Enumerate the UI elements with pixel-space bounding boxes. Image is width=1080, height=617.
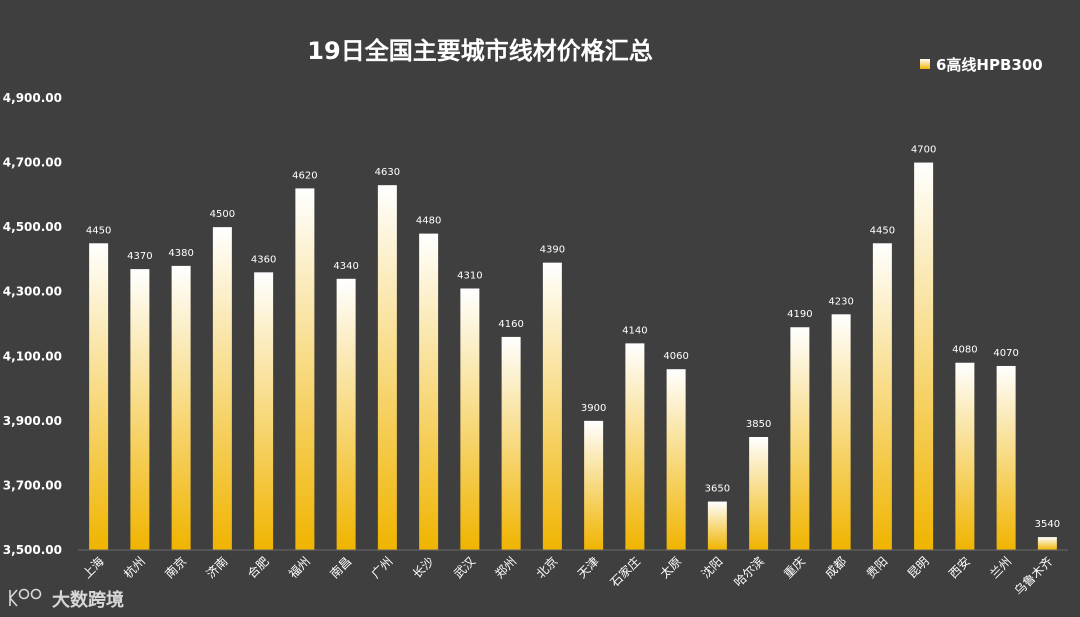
y-tick-label: 4,100.00 xyxy=(3,349,62,363)
data-label: 4480 xyxy=(416,216,441,227)
data-label: 4230 xyxy=(828,296,853,307)
data-label: 4390 xyxy=(540,245,565,256)
x-tick-label: 昆明 xyxy=(905,554,932,581)
data-label: 4500 xyxy=(210,209,235,220)
bar xyxy=(501,336,521,550)
data-label: 3900 xyxy=(581,403,606,414)
data-label: 4310 xyxy=(457,270,482,281)
bar xyxy=(914,162,934,551)
bar xyxy=(130,269,150,550)
x-tick-label: 广州 xyxy=(369,554,396,581)
legend-swatch xyxy=(920,59,930,69)
bar xyxy=(996,365,1016,550)
data-label: 3540 xyxy=(1035,519,1060,530)
bar xyxy=(419,233,439,550)
data-label: 4070 xyxy=(993,348,1018,359)
bar xyxy=(1037,537,1057,550)
data-label: 4450 xyxy=(86,225,111,236)
bars xyxy=(89,162,1057,551)
x-tick-label: 沈阳 xyxy=(698,554,726,582)
x-tick-label: 石家庄 xyxy=(607,554,643,590)
bar xyxy=(212,227,232,550)
x-tick-label: 北京 xyxy=(534,554,561,581)
data-label: 4080 xyxy=(952,345,977,356)
x-tick-label: 南昌 xyxy=(327,554,355,582)
bar xyxy=(171,265,191,550)
bar xyxy=(377,185,397,550)
data-label: 4620 xyxy=(292,170,317,181)
data-label: 4380 xyxy=(168,248,193,259)
data-label: 4630 xyxy=(375,167,400,178)
x-tick-label: 福州 xyxy=(285,554,313,582)
bar xyxy=(955,362,975,550)
y-tick-label: 3,900.00 xyxy=(3,414,62,428)
bar xyxy=(707,501,727,550)
bar xyxy=(542,262,562,550)
x-tick-label: 西安 xyxy=(945,554,973,582)
bar xyxy=(336,278,356,550)
bar xyxy=(460,288,480,550)
data-labels: 4450 4370 4380 4500 4360 4620 4340 4630 4480 4310… xyxy=(86,145,1060,531)
x-tick-label: 南京 xyxy=(162,554,190,582)
watermark-logo-icon xyxy=(9,588,42,607)
x-tick-label: 长沙 xyxy=(410,554,437,581)
bar xyxy=(666,369,686,550)
data-label: 3650 xyxy=(705,484,730,495)
y-tick-label: 3,500.00 xyxy=(3,543,62,557)
data-label: 3850 xyxy=(746,419,771,430)
x-tick-label: 郑州 xyxy=(492,554,520,582)
x-tick-label: 哈尔滨 xyxy=(731,554,767,590)
data-label: 4160 xyxy=(498,319,523,330)
data-label: 4340 xyxy=(333,261,358,272)
y-tick-label: 3,700.00 xyxy=(3,478,62,492)
x-tick-label: 合肥 xyxy=(244,554,272,582)
legend: 6高线HPB300 xyxy=(920,56,1043,74)
x-tick-label: 杭州 xyxy=(120,554,148,582)
y-tick-label: 4,300.00 xyxy=(3,285,62,299)
x-axis: 上海 杭州 南京 济南 合肥 福州 南昌 广州 长沙 武汉 郑州 北京 天津 石家庄 太原 沈阳 哈尔滨 重庆 成都… xyxy=(79,554,1055,599)
x-tick-label: 天津 xyxy=(575,554,602,581)
y-tick-label: 4,700.00 xyxy=(3,156,62,170)
bar xyxy=(790,327,810,550)
watermark: 大数跨境 xyxy=(9,588,124,611)
data-label: 4700 xyxy=(911,145,936,156)
x-tick-label: 武汉 xyxy=(451,554,478,581)
x-tick-label: 成都 xyxy=(822,554,849,581)
x-tick-label: 上海 xyxy=(79,554,107,582)
bar xyxy=(831,314,851,550)
x-tick-label: 贵阳 xyxy=(864,554,891,581)
x-tick-label: 太原 xyxy=(657,554,685,582)
bar xyxy=(872,243,892,551)
bar xyxy=(89,243,109,551)
data-label: 4190 xyxy=(787,309,812,320)
legend-label: 6高线HPB300 xyxy=(936,56,1043,74)
bar xyxy=(254,272,274,550)
bar xyxy=(749,437,769,550)
x-tick-label: 济南 xyxy=(203,554,231,582)
chart-title: 19日全国主要城市线材价格汇总 xyxy=(307,37,652,65)
x-tick-label: 重庆 xyxy=(781,554,808,581)
data-label: 4060 xyxy=(663,351,688,362)
bar xyxy=(295,188,315,550)
bar xyxy=(625,343,645,550)
data-label: 4360 xyxy=(251,254,276,265)
data-label: 4450 xyxy=(870,225,895,236)
data-label: 4140 xyxy=(622,325,647,336)
x-tick-label: 乌鲁木齐 xyxy=(1011,554,1056,599)
y-axis: 3,500.00 3,700.00 3,900.00 4,100.00 4,300.00… xyxy=(3,91,62,557)
data-label: 4370 xyxy=(127,251,152,262)
x-tick-label: 兰州 xyxy=(987,554,1014,581)
watermark-text: 大数跨境 xyxy=(52,589,124,611)
y-tick-label: 4,500.00 xyxy=(3,220,62,234)
bar xyxy=(584,420,604,550)
y-tick-label: 4,900.00 xyxy=(3,91,62,105)
